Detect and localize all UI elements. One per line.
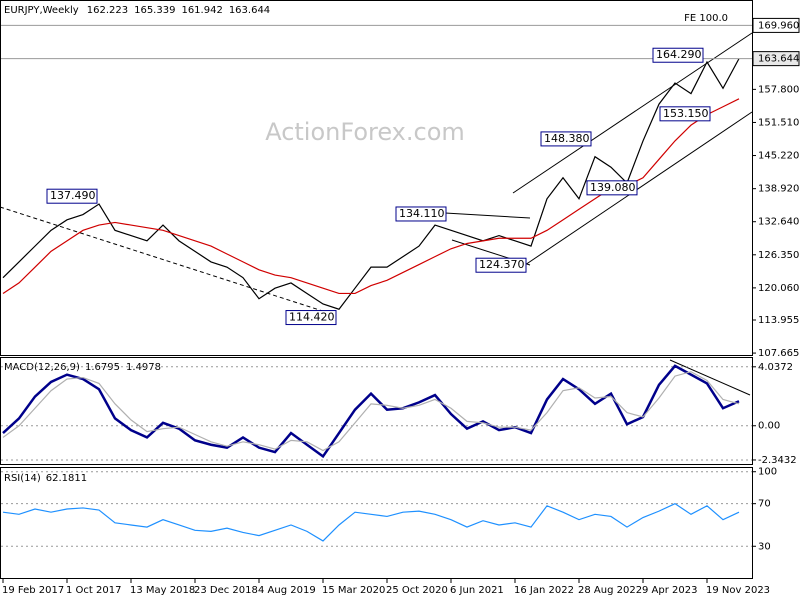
x-tick-label: 9 Apr 2023 <box>642 585 697 596</box>
macd-trend-line <box>669 359 751 396</box>
level-box <box>752 51 800 67</box>
x-tick-label: 16 Jan 2022 <box>514 585 574 596</box>
rsi-frame <box>0 467 753 579</box>
annotation-label: 139.080 <box>590 181 636 194</box>
rsi-reading: 62.1811 <box>46 473 87 484</box>
ohlc-value: 165.339 <box>134 5 175 16</box>
annotation-label: 124.370 <box>479 258 525 271</box>
series-line <box>2 364 740 459</box>
y-tick-label: 100 <box>758 467 777 478</box>
series-line <box>2 502 740 542</box>
chart-title: EURJPY,Weekly <box>4 5 79 16</box>
x-tick-label: 6 Jun 2021 <box>450 585 504 596</box>
y-tick-label: 113.955 <box>758 315 799 326</box>
y-tick-label: 0.00 <box>758 421 780 432</box>
y-tick-label: 126.350 <box>758 250 799 261</box>
y-tick-label: 70 <box>758 499 771 510</box>
watermark: ActionForex.com <box>265 118 465 146</box>
series-line <box>2 58 740 310</box>
price-frame <box>0 0 753 356</box>
x-tick-label: 13 May 2018 <box>130 585 195 596</box>
annotation-label: 114.420 <box>289 311 335 324</box>
triangle-line <box>444 212 531 219</box>
series-line <box>2 371 740 452</box>
channel-line <box>524 111 753 266</box>
macd-reading: 1.4978 <box>126 362 161 373</box>
annotation-box <box>46 188 98 204</box>
annotation-label: 137.490 <box>50 189 96 202</box>
macd-title: MACD(12,26,9) <box>4 362 80 373</box>
x-tick-label: 1 Oct 2017 <box>66 585 121 596</box>
y-tick-label: -2.3432 <box>758 455 797 466</box>
annotation-box <box>285 310 337 326</box>
annotation-label: 134.110 <box>399 207 445 220</box>
y-tick-label: 151.510 <box>758 117 799 128</box>
level-box <box>752 17 800 33</box>
x-tick-label: 28 Aug 2022 <box>578 585 642 596</box>
y-tick-label: 120.060 <box>758 283 799 294</box>
channel-line <box>512 32 753 194</box>
annotation-label: 148.380 <box>544 132 590 145</box>
y-tick-label: 157.800 <box>758 84 799 95</box>
y-tick-label: 138.920 <box>758 184 799 195</box>
annotation-box <box>586 180 638 196</box>
x-tick-label: 19 Nov 2023 <box>706 585 770 596</box>
macd-frame <box>0 357 753 465</box>
y-tick-label: 145.220 <box>758 151 799 162</box>
annotation-box <box>659 106 711 122</box>
fe-label: FE 100.0 <box>684 13 728 24</box>
y-tick-label: 4.0372 <box>758 362 793 373</box>
annotation-label: 164.290 <box>656 48 702 61</box>
annotation-box <box>540 131 592 147</box>
annotation-box <box>395 206 447 222</box>
macd-reading: 1.6795 <box>85 362 120 373</box>
rsi-title: RSI(14) <box>4 473 41 484</box>
y-tick-label: 132.640 <box>758 217 799 228</box>
x-tick-label: 4 Aug 2019 <box>258 585 316 596</box>
annotation-label: 153.150 <box>663 107 709 120</box>
x-tick-label: 23 Dec 2018 <box>194 585 258 596</box>
ohlc-value: 161.942 <box>181 5 222 16</box>
ohlc-value: 162.223 <box>87 5 128 16</box>
ohlc-value: 163.644 <box>229 5 270 16</box>
trend-line <box>0 206 336 316</box>
annotation-box <box>652 47 704 63</box>
y-tick-label: 107.665 <box>758 348 799 359</box>
x-tick-label: 19 Feb 2017 <box>2 585 64 596</box>
x-tick-label: 15 Mar 2020 <box>322 585 385 596</box>
annotation-box <box>475 257 527 273</box>
y-tick-label: 30 <box>758 541 771 552</box>
x-tick-label: 25 Oct 2020 <box>386 585 448 596</box>
level-label: 169.960 <box>758 20 799 31</box>
level-label: 163.644 <box>758 54 799 65</box>
